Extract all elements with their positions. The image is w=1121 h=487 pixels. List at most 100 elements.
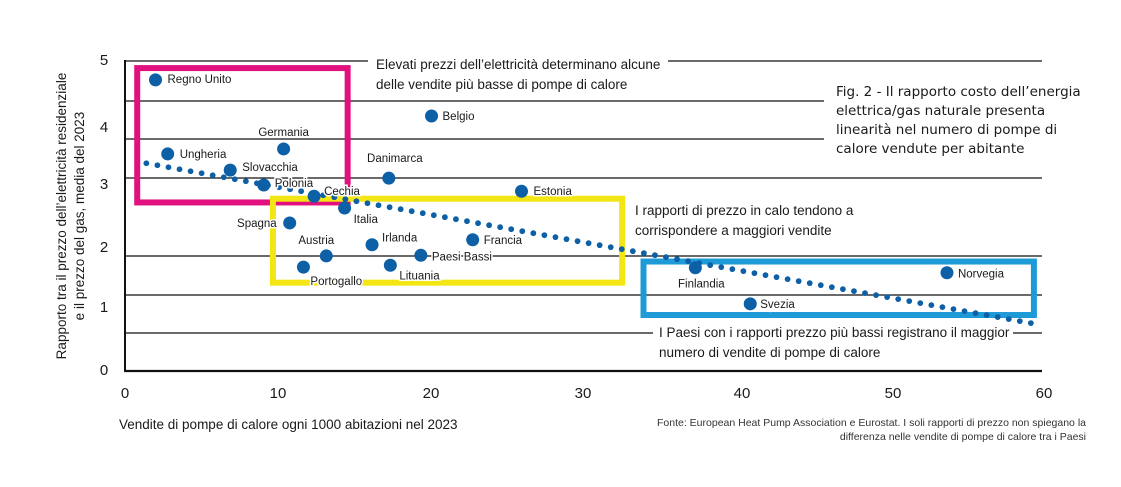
trend-dot	[276, 184, 282, 191]
x-tick-label: 40	[734, 385, 751, 402]
y-tick-label: 2	[100, 239, 108, 256]
trend-dot	[983, 312, 990, 319]
point-label: Belgio	[443, 111, 475, 123]
trend-dot	[884, 294, 891, 301]
y-tick-label: 0	[100, 362, 108, 379]
trend-dot	[950, 306, 957, 313]
trend-dot	[441, 214, 448, 221]
point-label: Lituania	[399, 270, 440, 282]
trend-dot	[430, 212, 437, 219]
y-axis-title-line: e il prezzo del gas, media del 2023	[72, 112, 87, 321]
data-point	[223, 163, 237, 177]
trend-dot	[685, 258, 692, 265]
point-label: Spagna	[237, 218, 277, 230]
trend-dot	[663, 254, 669, 261]
trend-dot	[176, 166, 183, 173]
data-point	[257, 178, 271, 192]
trend-dot	[198, 170, 205, 177]
data-point	[338, 201, 352, 215]
trend-dot	[143, 160, 150, 167]
data-point	[743, 297, 757, 311]
trend-dot	[917, 300, 924, 307]
gridlines	[125, 60, 1042, 334]
point-labels: Regno Unito Ungheria Germania Slovacchia Pol…	[166, 72, 1006, 312]
trend-dot	[464, 218, 470, 225]
trend-dot	[895, 296, 902, 303]
trend-dot	[596, 242, 603, 249]
x-tick-label: 30	[575, 385, 592, 402]
annotation-line: I Paesi con i rapporti prezzo più bassi …	[659, 325, 1010, 340]
data-point	[365, 238, 379, 252]
data-point	[307, 189, 321, 203]
trend-dot	[607, 244, 614, 251]
point-label: Francia	[484, 235, 523, 247]
trend-dot	[674, 256, 680, 263]
trend-dot	[331, 194, 338, 201]
trend-dot	[994, 314, 1001, 321]
trend-dot	[718, 264, 725, 271]
trend-dot	[1005, 316, 1012, 323]
trend-dot	[806, 280, 813, 287]
trend-dot	[530, 230, 537, 237]
trend-dot	[795, 278, 802, 285]
point-label: Portogallo	[310, 276, 362, 288]
trend-dot	[762, 272, 769, 279]
figure-caption: Fig. 2 - Il rapporto costo dell’energia …	[836, 84, 1081, 157]
trend-dot	[209, 172, 216, 179]
trend-dot	[585, 240, 592, 247]
x-tick-label: 0	[121, 385, 129, 402]
trend-dot	[729, 266, 736, 273]
caption-line: elettrica/gas naturale presenta	[836, 103, 1045, 119]
caption-line: linearità nel numero di pompe di	[836, 122, 1057, 138]
trend-dot	[851, 288, 857, 295]
y-tick-label: 3	[100, 176, 108, 193]
trend-dot	[862, 290, 868, 297]
trend-dot	[342, 196, 349, 203]
trend-dot	[187, 168, 194, 175]
trend-dot	[906, 298, 913, 305]
trend-dot	[618, 246, 625, 253]
trend-dot	[707, 262, 714, 269]
data-point	[149, 73, 162, 87]
trend-dot	[563, 236, 570, 243]
y-tick-label: 5	[100, 52, 108, 69]
trend-dot	[629, 248, 636, 255]
point-label: Polonia	[275, 178, 314, 190]
point-label: Cechia	[324, 186, 360, 198]
trend-dot	[220, 174, 227, 181]
trend-dot	[242, 178, 249, 185]
data-point	[283, 216, 297, 230]
point-label: Regno Unito	[168, 74, 232, 86]
y-tick-label: 1	[100, 299, 108, 316]
point-label: Irlanda	[382, 233, 418, 245]
data-point	[688, 261, 702, 275]
trend-dot	[751, 270, 758, 277]
trend-dot	[552, 234, 559, 241]
data-point	[296, 260, 310, 274]
trend-dot	[541, 232, 548, 239]
caption-line: Fig. 2 - Il rapporto costo dell’energia	[836, 84, 1081, 100]
trend-dot	[231, 176, 238, 183]
source-note: Fonte: European Heat Pump Association e …	[657, 417, 1086, 443]
trend-dot	[961, 308, 968, 315]
annotation-lowest: I Paesi con i rapporti prezzo più bassi …	[653, 322, 1013, 362]
trend-dot	[165, 164, 172, 171]
data-point	[515, 184, 528, 198]
y-tick-labels: 5 4 3 2 1 0	[100, 52, 108, 379]
point-label: Italia	[354, 214, 379, 226]
trend-dot	[298, 188, 305, 195]
annotation-line: delle vendite più basse di pompe di calo…	[376, 77, 627, 92]
trend-dot	[408, 208, 415, 215]
trend-dot	[397, 206, 404, 213]
source-line: Fonte: European Heat Pump Association e …	[657, 417, 1086, 429]
trend-dot	[287, 186, 293, 193]
trend-dot	[497, 224, 504, 231]
trend-dot	[1027, 320, 1034, 327]
point-label: Norvegia	[958, 269, 1005, 281]
point-label: Austria	[298, 235, 334, 247]
trend-dot	[839, 286, 846, 293]
point-label: Danimarca	[367, 153, 423, 165]
trend-dot	[939, 304, 946, 311]
trend-dot	[486, 222, 492, 229]
